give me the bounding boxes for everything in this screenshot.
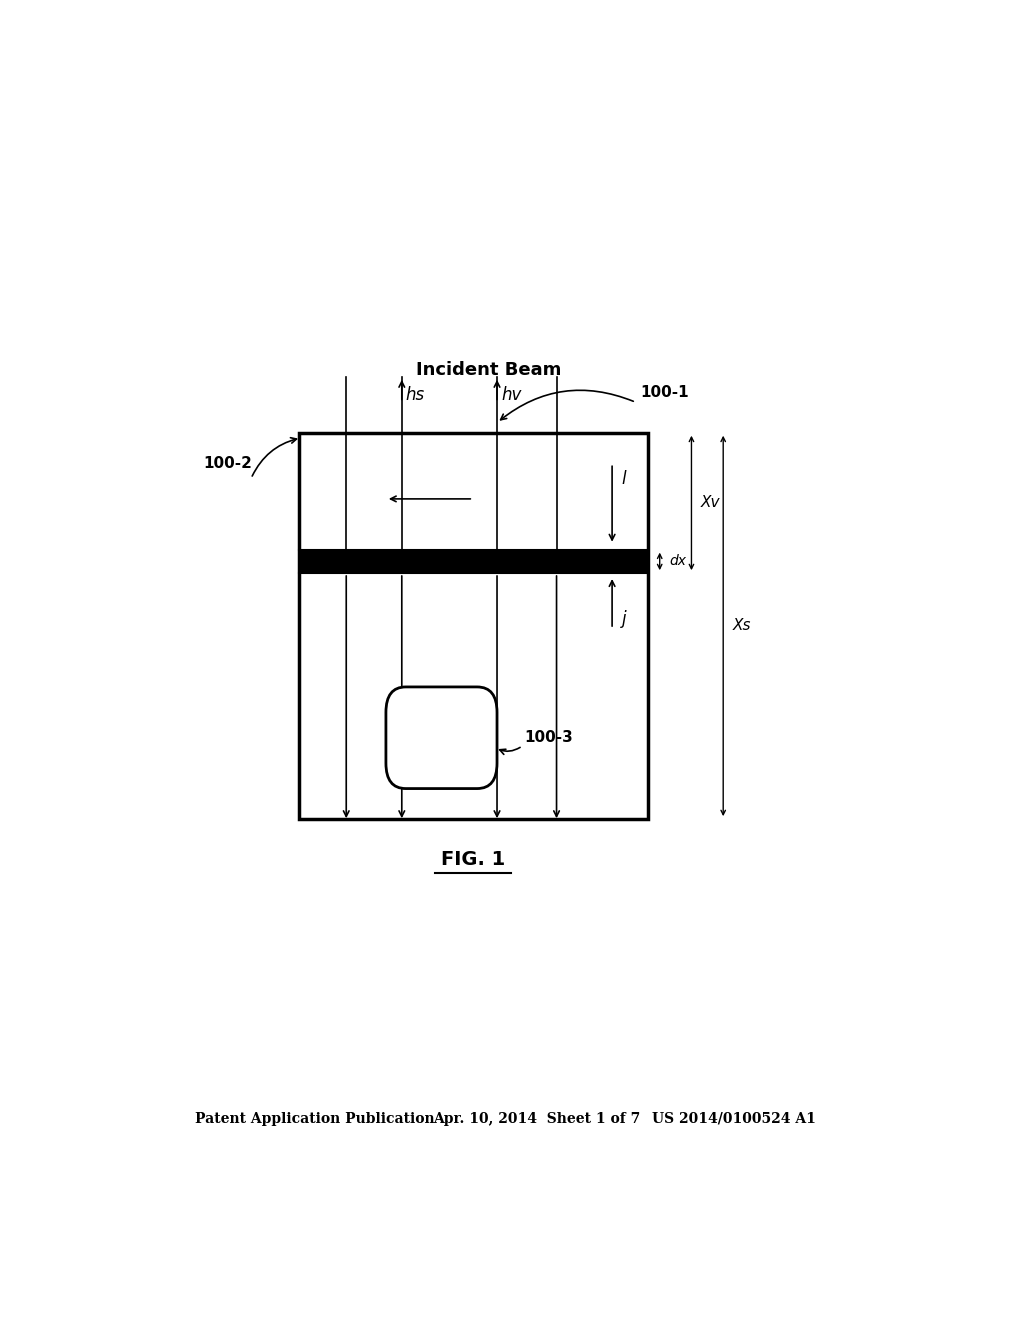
- Text: dx: dx: [670, 554, 686, 569]
- Text: j: j: [622, 610, 627, 628]
- Text: hv: hv: [501, 387, 521, 404]
- Text: 100-1: 100-1: [640, 384, 688, 400]
- Text: Incident Beam: Incident Beam: [417, 360, 562, 379]
- Text: FIG. 1: FIG. 1: [441, 850, 505, 869]
- Bar: [299, 549, 648, 573]
- FancyBboxPatch shape: [386, 686, 497, 788]
- Bar: [299, 433, 648, 818]
- Text: hs: hs: [406, 387, 425, 404]
- Text: Patent Application Publication: Patent Application Publication: [196, 1111, 435, 1126]
- Text: Xs: Xs: [733, 619, 752, 634]
- Text: l: l: [622, 470, 627, 487]
- Text: US 2014/0100524 A1: US 2014/0100524 A1: [652, 1111, 816, 1126]
- Text: Apr. 10, 2014  Sheet 1 of 7: Apr. 10, 2014 Sheet 1 of 7: [433, 1111, 641, 1126]
- Text: 100-2: 100-2: [204, 455, 252, 471]
- Text: Xv: Xv: [701, 495, 721, 511]
- Text: 100-3: 100-3: [524, 730, 573, 746]
